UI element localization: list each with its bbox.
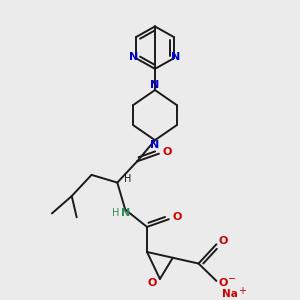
Text: O: O — [162, 147, 172, 157]
Text: N: N — [150, 140, 160, 150]
Text: N: N — [150, 80, 160, 90]
Text: O: O — [147, 278, 157, 288]
Text: −: − — [228, 274, 236, 284]
Text: H: H — [124, 174, 131, 184]
Text: O: O — [219, 278, 228, 288]
Text: H: H — [112, 208, 119, 218]
Text: O: O — [219, 236, 228, 246]
Text: +: + — [238, 286, 246, 296]
Text: N: N — [171, 52, 180, 62]
Text: N: N — [121, 208, 130, 218]
Text: N: N — [130, 52, 139, 62]
Text: O: O — [172, 212, 182, 222]
Text: Na: Na — [222, 290, 238, 299]
